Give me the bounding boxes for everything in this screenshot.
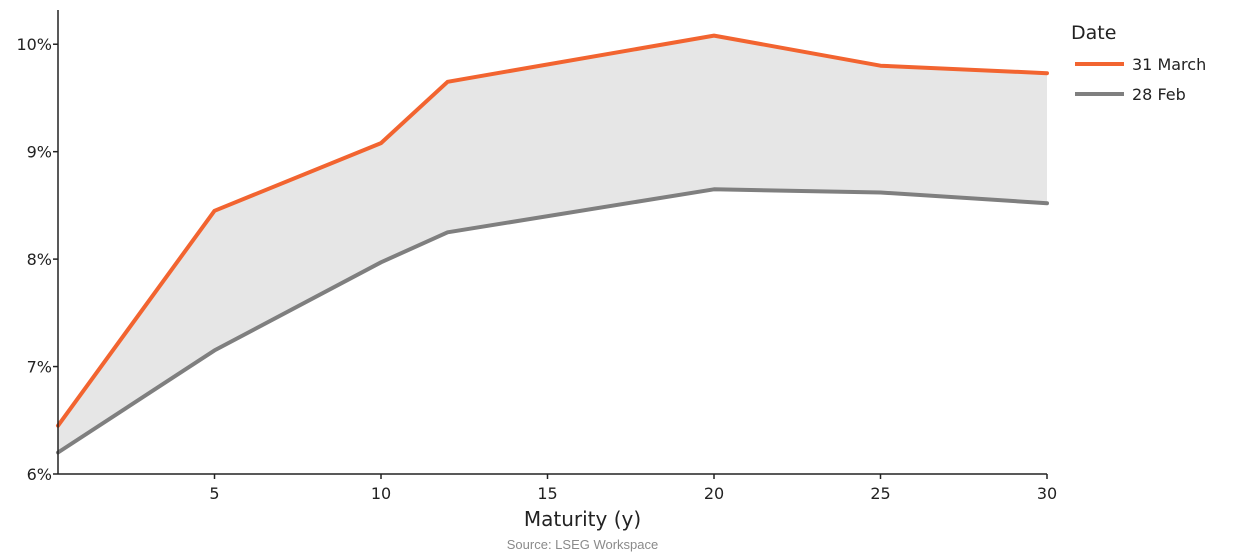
legend-items: 31 March 28 Feb — [1075, 55, 1206, 104]
series-line-28-feb — [56, 187, 1049, 455]
x-axis-ticks: 5 10 15 20 25 30 — [209, 474, 1057, 503]
x-tick-label: 10 — [371, 484, 391, 503]
legend-label-31-march: 31 March — [1132, 55, 1206, 74]
y-tick-label: 9% — [27, 143, 52, 162]
y-tick-label: 6% — [27, 465, 52, 484]
x-tick-label: 5 — [209, 484, 219, 503]
series-line-31-march — [56, 33, 1049, 428]
x-tick-label: 15 — [537, 484, 557, 503]
y-tick-label: 7% — [27, 358, 52, 377]
x-tick-label: 25 — [870, 484, 890, 503]
x-tick-label: 20 — [704, 484, 724, 503]
y-tick-label: 8% — [27, 250, 52, 269]
legend-title: Date — [1071, 22, 1116, 44]
legend-label-28-feb: 28 Feb — [1132, 85, 1186, 104]
source-note: Source: LSEG Workspace — [507, 537, 659, 552]
legend: Date 31 March 28 Feb — [1071, 22, 1206, 104]
x-axis-label: Maturity (y) — [524, 507, 641, 531]
y-axis-ticks: 6% 7% 8% 9% 10% — [16, 35, 58, 484]
y-tick-label: 10% — [16, 35, 52, 54]
series-lines — [56, 33, 1049, 455]
x-tick-label: 30 — [1037, 484, 1057, 503]
axes: 6% 7% 8% 9% 10% 5 10 15 20 25 30 — [16, 10, 1057, 503]
plot-area — [56, 33, 1049, 455]
spread-fill-area — [58, 35, 1047, 453]
